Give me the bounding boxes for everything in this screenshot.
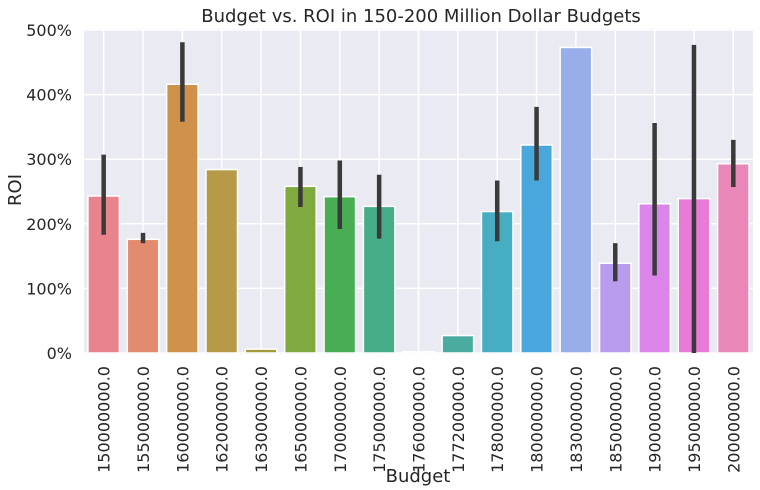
bar: [716, 162, 750, 354]
x-tick-label: 165000000.0: [291, 366, 310, 473]
x-tick-label: 170000000.0: [331, 366, 350, 473]
bar: [165, 83, 199, 354]
bar: [283, 185, 317, 354]
x-tick-label: 177200000.0: [449, 366, 468, 473]
y-tick-label: 300%: [26, 150, 72, 169]
x-tick-label: 163000000.0: [252, 366, 271, 473]
bar: [205, 168, 239, 354]
x-tick-label: 200000000.0: [724, 366, 743, 473]
y-tick-label: 0%: [47, 344, 72, 363]
bar: [244, 348, 278, 354]
y-axis-ticks: 0% 100% 200% 300% 400% 500%: [26, 21, 72, 363]
error-bars: [101, 42, 736, 353]
y-tick-label: 400%: [26, 86, 72, 105]
x-tick-label: 175000000.0: [370, 366, 389, 473]
x-tick-label: 150000000.0: [95, 366, 114, 473]
x-tick-label: 178000000.0: [488, 366, 507, 473]
bar: [441, 334, 475, 354]
y-tick-label: 200%: [26, 215, 72, 234]
x-tick-label: 183000000.0: [567, 366, 586, 473]
bar: [559, 46, 593, 354]
x-tick-label: 160000000.0: [173, 366, 192, 473]
chart-title: Budget vs. ROI in 150-200 Million Dollar…: [201, 6, 641, 27]
x-tick-label: 176000000.0: [410, 366, 429, 473]
bar: [126, 238, 160, 354]
x-tick-label: 155000000.0: [134, 366, 153, 473]
x-tick-label: 180000000.0: [528, 366, 547, 473]
x-axis-label: Budget: [386, 466, 451, 487]
bar: [402, 350, 435, 354]
x-tick-label: 185000000.0: [606, 366, 625, 473]
x-tick-label: 195000000.0: [685, 366, 704, 473]
y-tick-label: 500%: [26, 21, 72, 40]
x-tick-label: 162000000.0: [213, 366, 232, 473]
y-axis-label: ROI: [5, 174, 26, 206]
x-axis-ticks: 150000000.0 155000000.0 160000000.0 1620000…: [95, 366, 744, 473]
y-tick-label: 100%: [26, 279, 72, 298]
x-tick-label: 190000000.0: [646, 366, 665, 473]
